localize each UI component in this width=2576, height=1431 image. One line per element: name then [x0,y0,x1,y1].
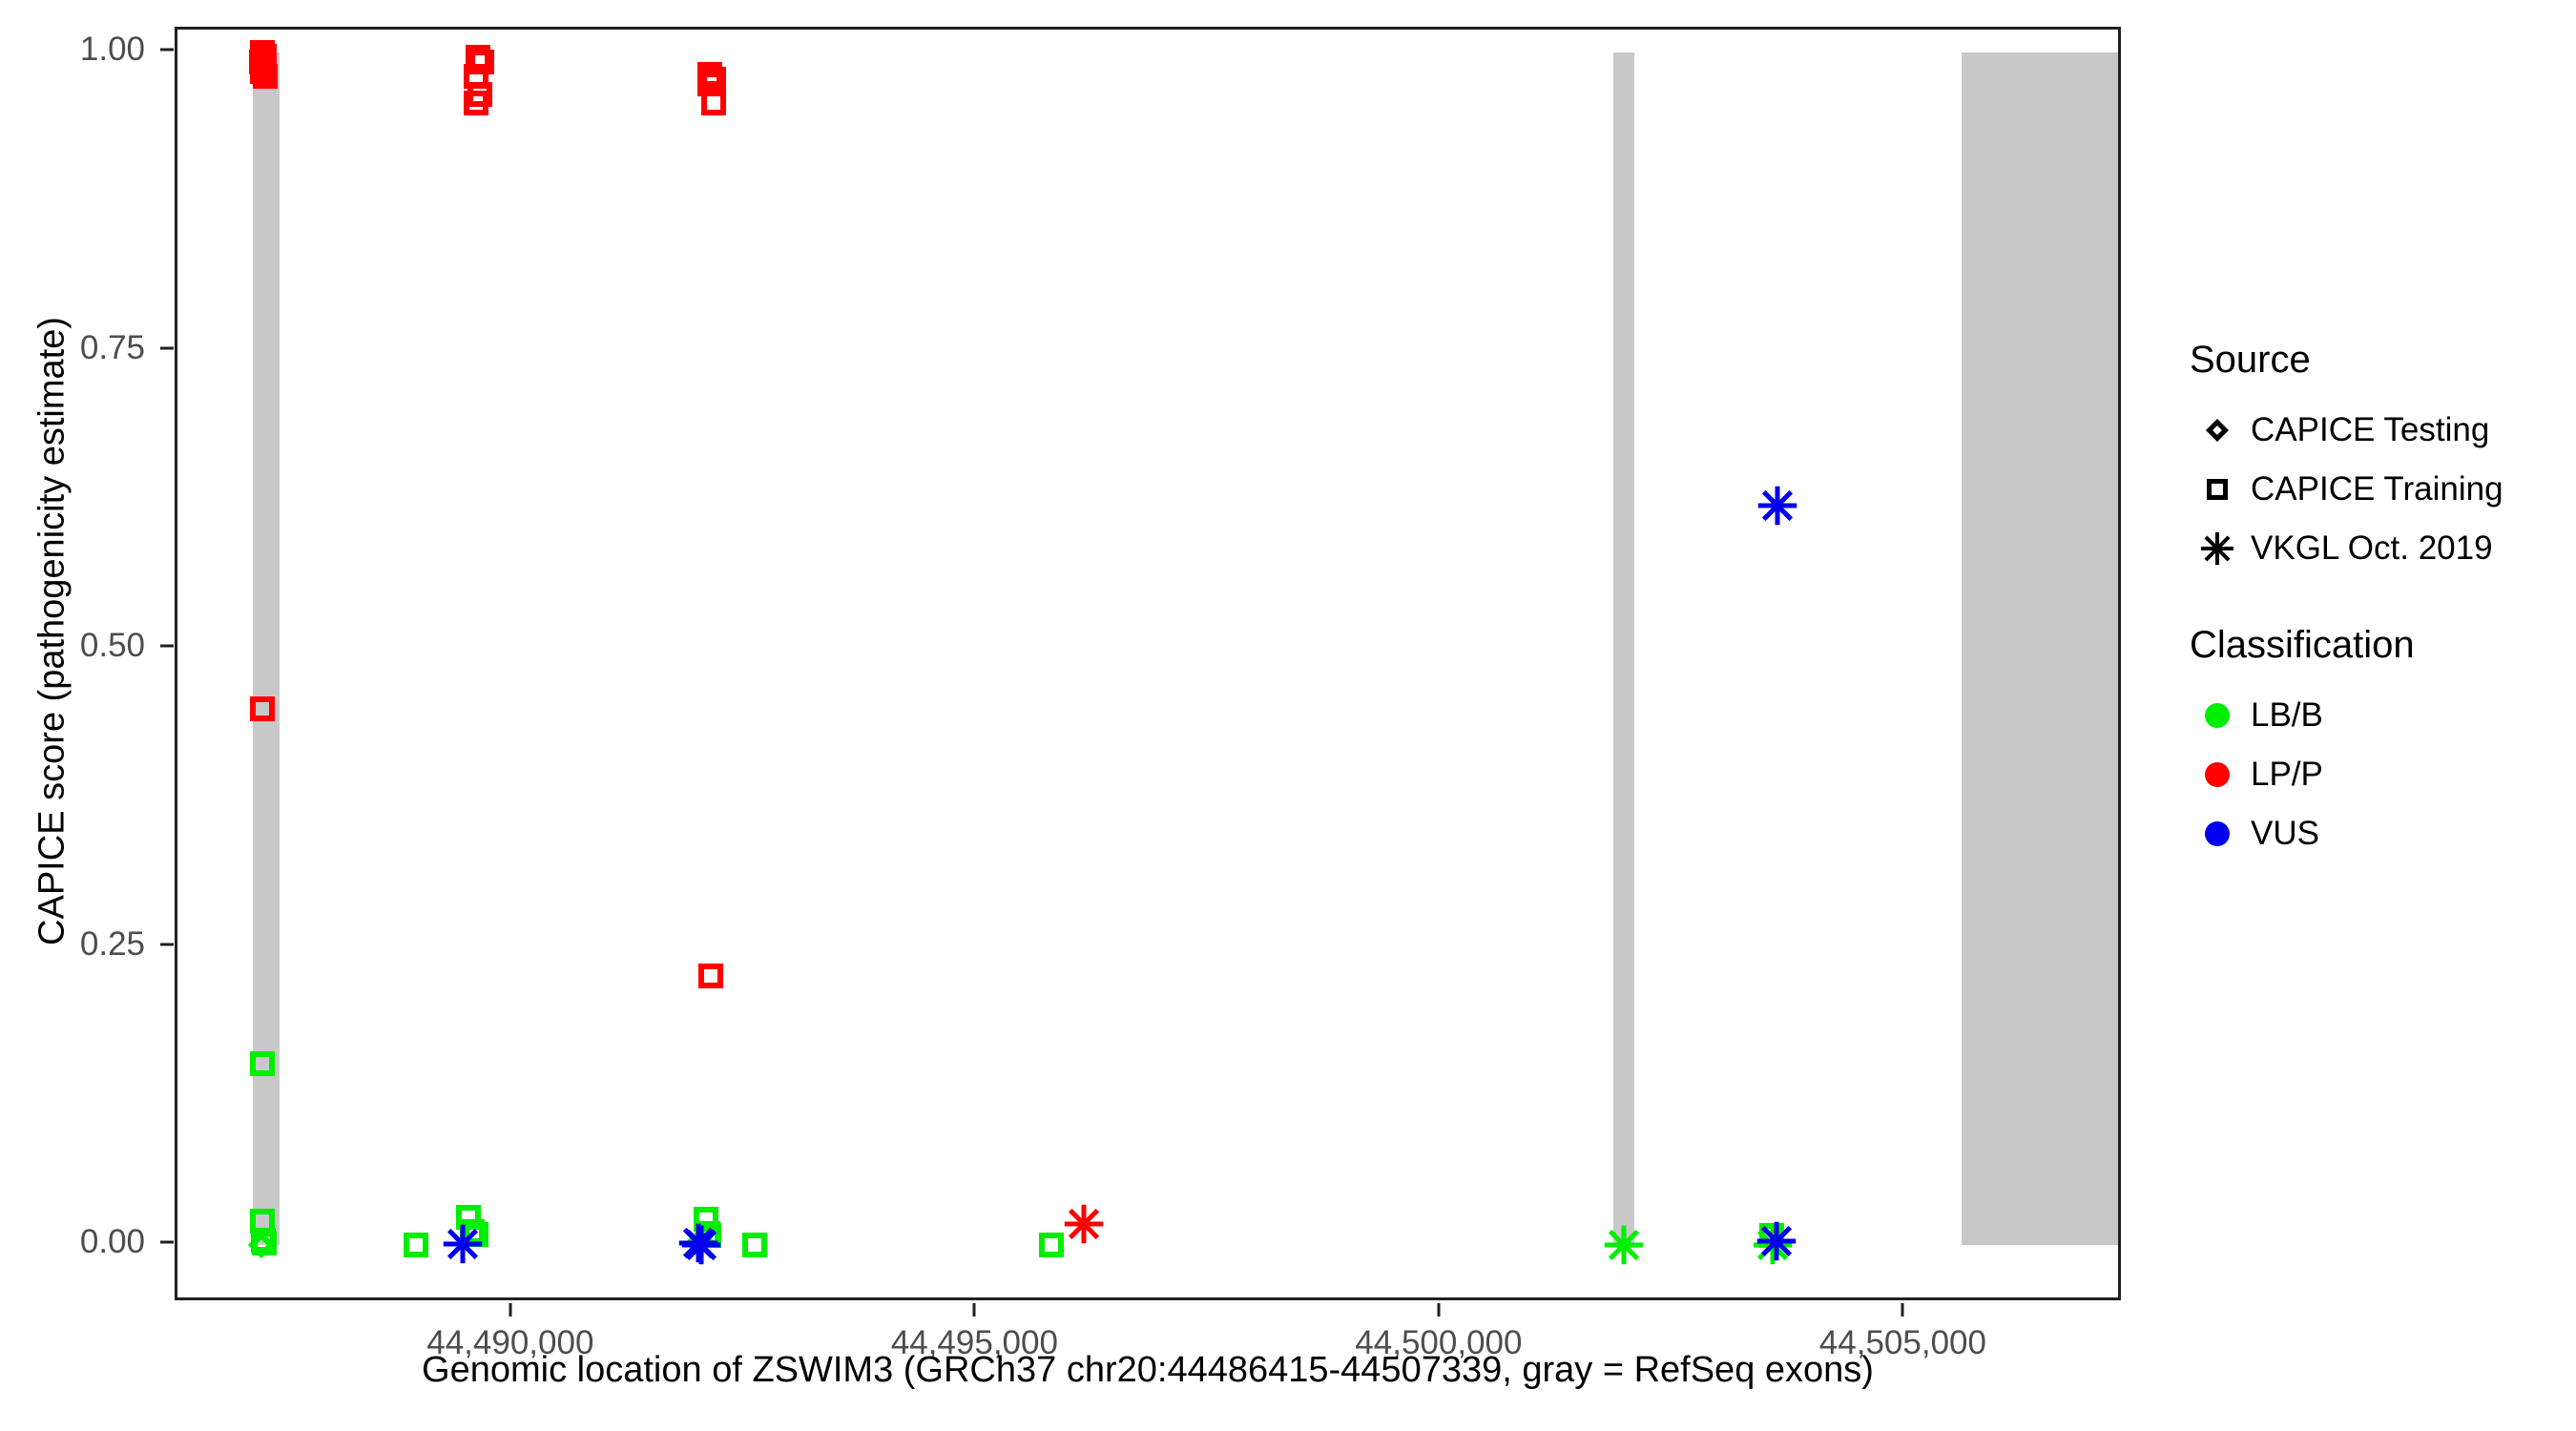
x-tick-label: 44,495,000 [890,1324,1058,1361]
legend-item-classification-2[interactable]: VUS [2190,804,2571,863]
data-point [460,1219,486,1245]
data-point [701,66,726,92]
data-point [701,90,726,115]
legend-item-classification-1[interactable]: LP/P [2190,745,2571,804]
legend-source-items: CAPICE Testing CAPICE Training VKGL Oct. 2… [2190,401,2571,578]
data-point [456,1205,482,1231]
x-tick-mark [509,1303,512,1317]
legend-key-square-icon [2190,462,2245,517]
data-point [697,71,723,96]
data-point [694,1206,719,1232]
legend-label: VKGL Oct. 2019 [2251,529,2493,567]
color-dot [2205,821,2230,846]
y-tick-mark [160,943,174,945]
x-tick-mark [972,1303,976,1317]
legend-key-star-icon [2190,521,2245,576]
plot-panel [175,27,2121,1300]
x-axis-title: Genomic location of ZSWIM3 (GRCh37 chr20… [422,1350,1874,1390]
data-point [1759,1223,1785,1248]
data-point [1039,1233,1065,1257]
x-tick-label: 44,490,000 [426,1324,594,1361]
exon-rect [253,52,280,1245]
y-tick-label: 0.75 [79,328,145,366]
legend-item-source-2[interactable]: VKGL Oct. 2019 [2190,519,2571,578]
data-point [465,45,490,70]
legend-key-dot-icon [2190,688,2245,743]
legend-classification-title: Classification [2190,624,2415,666]
y-tick-label: 0.00 [79,1223,145,1260]
color-dot [2205,762,2230,787]
legend-label: LP/P [2251,756,2323,793]
x-tick-label: 44,505,000 [1818,1324,1986,1361]
data-point [468,50,494,74]
y-axis-tick-marks [160,0,176,1336]
data-point [1752,1224,1794,1266]
legend-item-source-0[interactable]: CAPICE Testing [2190,401,2571,460]
legend-source: Source CAPICE Testing CAPICE Training VKGL… [2190,339,2571,578]
legend-classification: Classification LB/B LP/P VUS [2190,624,2571,863]
y-tick-mark [160,346,174,349]
x-axis: 44,490,000 44,495,000 44,500,000 44,505,000 [175,1303,2121,1389]
legend-key-diamond-icon [2190,403,2245,458]
data-point [467,81,492,107]
data-point [741,1233,767,1257]
data-point [698,963,724,988]
legend-label: CAPICE Training [2251,470,2503,508]
legend-item-classification-0[interactable]: LB/B [2190,686,2571,745]
y-tick-label: 0.25 [79,924,145,963]
data-point [696,1220,721,1246]
plot-area [177,30,2118,1297]
data-point [677,1222,719,1264]
legend-container: Source CAPICE Testing CAPICE Training VKGL… [2190,339,2571,909]
legend-item-source-1[interactable]: CAPICE Training [2190,460,2571,519]
legend-key-dot-icon [2190,806,2245,861]
data-point [687,1228,715,1255]
point-square [2207,479,2228,500]
legend-key-dot-icon [2190,747,2245,802]
x-tick-label: 44,500,000 [1355,1324,1523,1361]
legend-label: LB/B [2251,696,2323,734]
legend-source-title: Source [2190,339,2311,381]
data-point [463,90,488,115]
y-axis-tick-labels: 1.00 0.75 0.50 0.25 0.00 [0,0,145,1336]
data-point [463,1221,488,1247]
data-point [442,1223,484,1265]
data-point [696,1223,722,1248]
y-tick-label: 0.50 [79,627,145,664]
y-tick-mark [160,48,174,52]
data-point [1755,1220,1797,1262]
exon-rect [1612,52,1635,1245]
exon-rect [1961,52,2118,1245]
y-tick-label: 1.00 [79,31,145,68]
y-tick-mark [160,1240,174,1244]
legend-label: CAPICE Testing [2251,411,2490,448]
x-tick-mark [1901,1303,1904,1317]
data-point [680,1224,722,1266]
data-point [1756,485,1798,527]
point-diamond [2205,418,2230,443]
x-tick-mark [1437,1303,1441,1317]
y-tick-mark [160,644,174,648]
data-point [403,1233,428,1257]
data-point [463,64,488,89]
y-axis-title: CAPICE score (pathogenicity estimate) [31,317,73,945]
point-asterisk [2200,531,2235,567]
legend-label: VUS [2251,815,2319,852]
color-dot [2205,703,2230,728]
legend-classification-items: LB/B LP/P VUS [2190,686,2571,863]
data-point [1063,1203,1105,1245]
data-point [697,61,723,87]
